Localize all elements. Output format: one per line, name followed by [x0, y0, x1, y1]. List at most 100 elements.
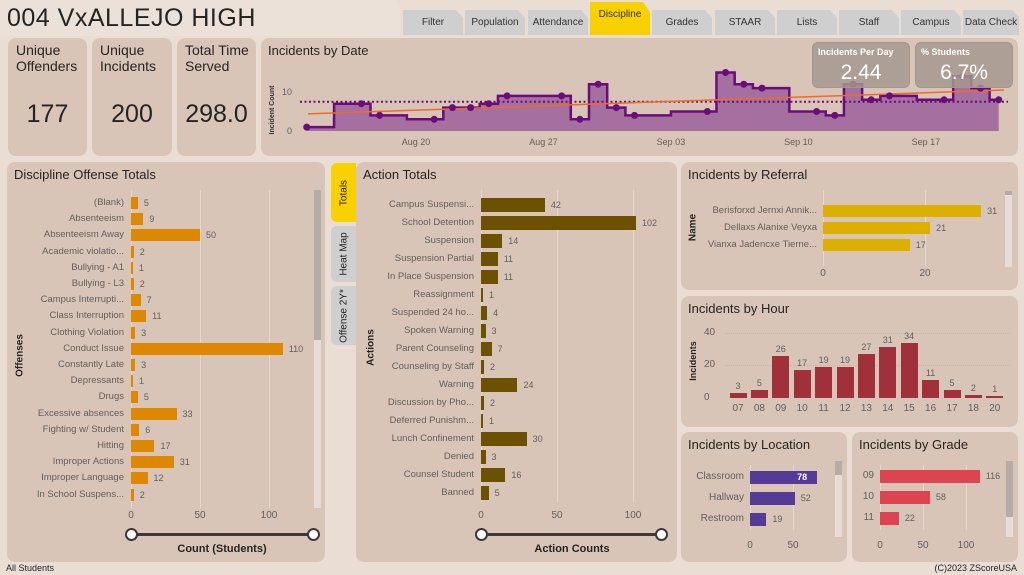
bar[interactable] [481, 198, 545, 212]
side-tab-heat-map[interactable]: Heat Map [331, 226, 356, 282]
bar[interactable] [131, 407, 177, 420]
bar[interactable] [481, 378, 518, 392]
location-scrollbar[interactable] [835, 461, 842, 537]
bar[interactable] [131, 278, 134, 290]
bar[interactable] [481, 486, 489, 500]
bar[interactable] [836, 367, 854, 398]
data-point[interactable] [357, 100, 365, 108]
bar[interactable] [481, 216, 637, 230]
bar[interactable] [880, 490, 930, 504]
bar[interactable] [750, 389, 768, 398]
data-point[interactable] [503, 92, 511, 100]
data-point[interactable] [831, 111, 839, 119]
tab-staar[interactable]: STAAR [715, 10, 775, 35]
grade-scrollbar[interactable] [1006, 461, 1013, 537]
bar[interactable] [481, 252, 498, 266]
bar[interactable] [481, 288, 483, 302]
tab-filter[interactable]: Filter [403, 10, 463, 35]
bar[interactable] [880, 469, 980, 483]
data-point[interactable] [448, 104, 456, 112]
offense-scrollbar[interactable] [314, 190, 321, 508]
slider-handle-start[interactable] [125, 528, 138, 541]
offense-range-slider[interactable] [131, 533, 313, 536]
tab-staff[interactable]: Staff [839, 10, 899, 35]
data-point[interactable] [722, 69, 730, 76]
bar[interactable] [131, 375, 133, 388]
bar[interactable] [880, 511, 899, 525]
data-point[interactable] [867, 96, 875, 104]
data-point[interactable] [758, 84, 766, 92]
bar[interactable] [922, 380, 940, 398]
referral-scrollbar[interactable] [1005, 191, 1012, 267]
bar[interactable] [823, 222, 931, 234]
bar[interactable] [481, 342, 492, 356]
data-point[interactable] [940, 96, 948, 104]
data-point[interactable] [740, 80, 748, 88]
bar[interactable] [481, 450, 486, 464]
data-point[interactable] [885, 92, 893, 100]
bar[interactable] [750, 512, 767, 526]
bar[interactable] [943, 389, 961, 398]
data-point[interactable] [485, 100, 493, 108]
slider-handle-start[interactable] [475, 528, 488, 541]
scrollbar-thumb[interactable] [314, 190, 321, 340]
bar[interactable] [750, 491, 795, 505]
bar[interactable] [131, 213, 144, 226]
bar[interactable] [481, 468, 506, 482]
data-point[interactable] [303, 123, 311, 131]
tab-campus[interactable]: Campus [901, 10, 961, 35]
slider-handle-end[interactable] [307, 528, 320, 541]
bar[interactable] [131, 456, 174, 469]
slider-handle-end[interactable] [655, 528, 668, 541]
data-point[interactable] [430, 115, 438, 123]
bar[interactable] [131, 229, 200, 242]
data-point[interactable] [703, 108, 711, 115]
scrollbar-thumb[interactable] [1005, 191, 1012, 195]
data-point[interactable] [558, 92, 566, 100]
bar[interactable] [131, 359, 136, 371]
tab-data-check[interactable]: Data Check [963, 10, 1019, 35]
bar[interactable] [131, 423, 140, 436]
bar[interactable] [986, 396, 1004, 398]
bar[interactable] [729, 393, 747, 398]
bar[interactable] [815, 367, 833, 398]
scrollbar-thumb[interactable] [835, 461, 842, 475]
data-point[interactable] [376, 111, 384, 119]
bar[interactable] [131, 391, 138, 404]
data-point[interactable] [576, 115, 584, 123]
bar[interactable] [481, 270, 498, 284]
bar[interactable] [131, 310, 147, 323]
bar[interactable] [857, 353, 875, 398]
tab-population[interactable]: Population [465, 10, 525, 35]
scrollbar-thumb[interactable] [1006, 461, 1013, 517]
bar[interactable] [900, 342, 918, 398]
bar[interactable] [481, 360, 485, 374]
bar[interactable] [131, 440, 155, 452]
bar[interactable] [131, 472, 148, 485]
bar[interactable] [481, 432, 527, 446]
bar[interactable] [131, 197, 138, 209]
bar[interactable] [481, 324, 486, 338]
bar[interactable] [131, 326, 136, 339]
data-point[interactable] [594, 80, 602, 88]
bar[interactable] [750, 470, 818, 484]
data-point[interactable] [631, 111, 639, 119]
data-point[interactable] [467, 104, 475, 112]
side-tab-offense-2y[interactable]: Offense 2Y* [331, 286, 356, 345]
bar[interactable] [481, 414, 483, 428]
data-point[interactable] [813, 108, 821, 115]
side-tab-totals[interactable]: Totals [331, 163, 356, 222]
tab-lists[interactable]: Lists [777, 10, 837, 35]
bar[interactable] [131, 294, 141, 307]
bar[interactable] [823, 205, 982, 217]
bar[interactable] [823, 239, 910, 251]
bar[interactable] [879, 347, 897, 398]
action-range-slider[interactable] [481, 533, 661, 536]
data-point[interactable] [995, 96, 1003, 104]
bar[interactable] [481, 306, 488, 320]
bar[interactable] [964, 394, 982, 398]
tab-discipline[interactable]: Discipline [590, 2, 650, 35]
tab-grades[interactable]: Grades [652, 10, 712, 35]
bar[interactable] [131, 342, 283, 355]
bar[interactable] [772, 355, 790, 398]
